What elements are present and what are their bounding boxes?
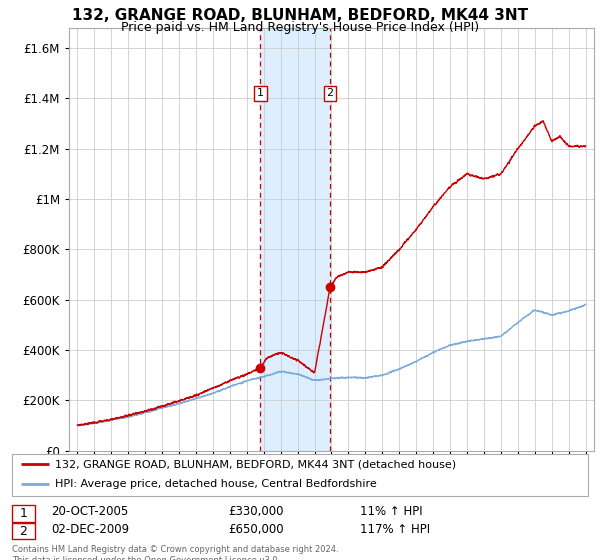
- Text: 2: 2: [19, 525, 28, 538]
- Text: 117% ↑ HPI: 117% ↑ HPI: [360, 523, 430, 536]
- Text: Price paid vs. HM Land Registry's House Price Index (HPI): Price paid vs. HM Land Registry's House …: [121, 21, 479, 34]
- Text: 20-OCT-2005: 20-OCT-2005: [51, 505, 128, 519]
- Text: 132, GRANGE ROAD, BLUNHAM, BEDFORD, MK44 3NT (detached house): 132, GRANGE ROAD, BLUNHAM, BEDFORD, MK44…: [55, 459, 457, 469]
- Text: 11% ↑ HPI: 11% ↑ HPI: [360, 505, 422, 519]
- Text: 1: 1: [19, 507, 28, 520]
- Text: 02-DEC-2009: 02-DEC-2009: [51, 523, 129, 536]
- Text: £330,000: £330,000: [228, 505, 284, 519]
- Text: 1: 1: [257, 88, 264, 99]
- FancyBboxPatch shape: [12, 454, 588, 496]
- Text: HPI: Average price, detached house, Central Bedfordshire: HPI: Average price, detached house, Cent…: [55, 479, 377, 489]
- FancyBboxPatch shape: [12, 505, 35, 521]
- Text: 2: 2: [326, 88, 334, 99]
- FancyBboxPatch shape: [12, 523, 35, 539]
- Text: £650,000: £650,000: [228, 523, 284, 536]
- Text: 132, GRANGE ROAD, BLUNHAM, BEDFORD, MK44 3NT: 132, GRANGE ROAD, BLUNHAM, BEDFORD, MK44…: [72, 8, 528, 24]
- Bar: [260, 28, 330, 451]
- Text: Contains HM Land Registry data © Crown copyright and database right 2024.
This d: Contains HM Land Registry data © Crown c…: [12, 545, 338, 560]
